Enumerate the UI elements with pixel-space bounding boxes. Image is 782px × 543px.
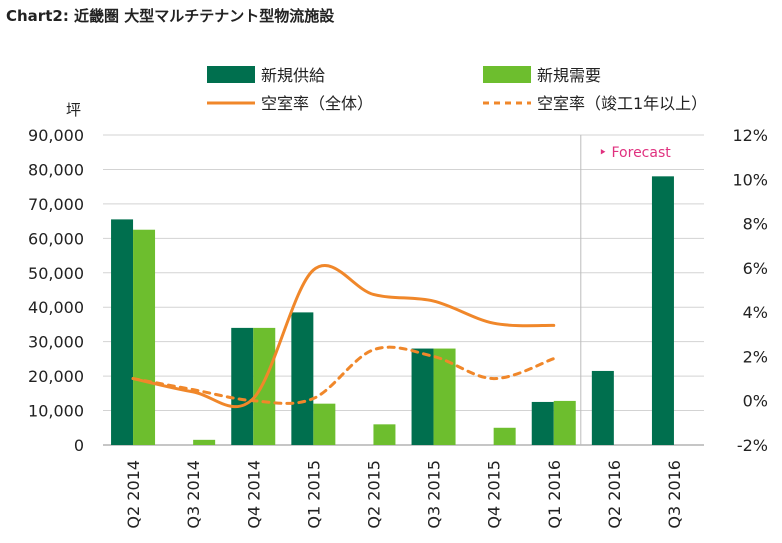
x-category-label: Q3 2015	[425, 460, 444, 529]
bar-supply	[111, 219, 134, 445]
y-left-tick-label: 80,000	[28, 160, 84, 179]
series-lines	[131, 263, 556, 409]
y-left-tick-label: 50,000	[28, 264, 84, 283]
bar-demand	[373, 424, 396, 445]
bar-demand	[433, 348, 456, 445]
line-vacancy-1yr	[131, 345, 556, 405]
y-right-tick-label: 4%	[743, 303, 768, 322]
x-category-label: Q2 2014	[124, 460, 143, 529]
bar-demand	[133, 229, 156, 445]
legend-label: 空室率（全体）	[261, 94, 373, 113]
x-category-label: Q1 2016	[545, 460, 564, 529]
right-axis-ticks: 12% 10% 8% 6% 4% 2% 0% -2%	[732, 126, 768, 455]
bar-demand	[493, 427, 516, 445]
bar-supply	[291, 312, 314, 445]
y-right-tick-label: -2%	[737, 436, 768, 455]
y-left-tick-label: 30,000	[28, 333, 84, 352]
x-category-label: Q2 2016	[605, 460, 624, 529]
bar-supply	[651, 176, 674, 446]
y-right-tick-label: 10%	[732, 170, 768, 189]
bar-supply	[231, 327, 254, 445]
bar-supply	[591, 370, 614, 445]
y-right-tick-label: 6%	[743, 259, 768, 278]
x-category-label: Q1 2015	[304, 460, 323, 529]
x-category-label: Q3 2016	[665, 460, 684, 529]
y-left-tick-label: 70,000	[28, 195, 84, 214]
legend-label: 空室率（竣工1年以上）	[537, 94, 707, 113]
bar-demand	[193, 439, 216, 445]
y-left-tick-label: 60,000	[28, 229, 84, 248]
y-left-tick-label: 20,000	[28, 367, 84, 386]
chart-title: Chart2: 近畿圏 大型マルチテナント型物流施設	[6, 7, 335, 25]
y-right-tick-label: 0%	[743, 392, 768, 411]
y-right-tick-label: 8%	[743, 215, 768, 234]
legend-swatch	[207, 66, 255, 83]
legend-label: 新規供給	[261, 66, 325, 85]
bar-demand	[253, 327, 276, 445]
y-left-tick-label: 90,000	[28, 126, 84, 145]
bar-demand	[553, 400, 576, 445]
y-left-tick-label: 40,000	[28, 298, 84, 317]
y-right-tick-label: 12%	[732, 126, 768, 145]
y-right-tick-label: 2%	[743, 347, 768, 366]
line-vacancy-all	[131, 263, 556, 409]
legend-swatch	[483, 66, 531, 83]
forecast-label: ‣ Forecast	[599, 145, 671, 161]
bars	[111, 176, 674, 446]
bar-demand	[313, 403, 336, 445]
bar-supply	[531, 401, 554, 445]
x-axis-categories: Q2 2014 Q3 2014 Q4 2014 Q1 2015 Q2 2015 Q3 20…	[124, 460, 684, 529]
bar-supply	[411, 348, 434, 445]
left-axis-ticks: 90,000 80,000 70,000 60,000 50,000 40,000 30,0…	[28, 126, 84, 455]
x-category-label: Q4 2014	[244, 460, 263, 529]
x-category-label: Q4 2015	[485, 460, 504, 529]
y-left-tick-label: 10,000	[28, 402, 84, 421]
x-category-label: Q3 2014	[184, 460, 203, 529]
legend-label: 新規需要	[537, 66, 601, 85]
x-category-label: Q2 2015	[364, 460, 383, 529]
y-left-tick-label: 0	[74, 436, 84, 455]
y-axis-unit-label: 坪	[66, 101, 81, 119]
